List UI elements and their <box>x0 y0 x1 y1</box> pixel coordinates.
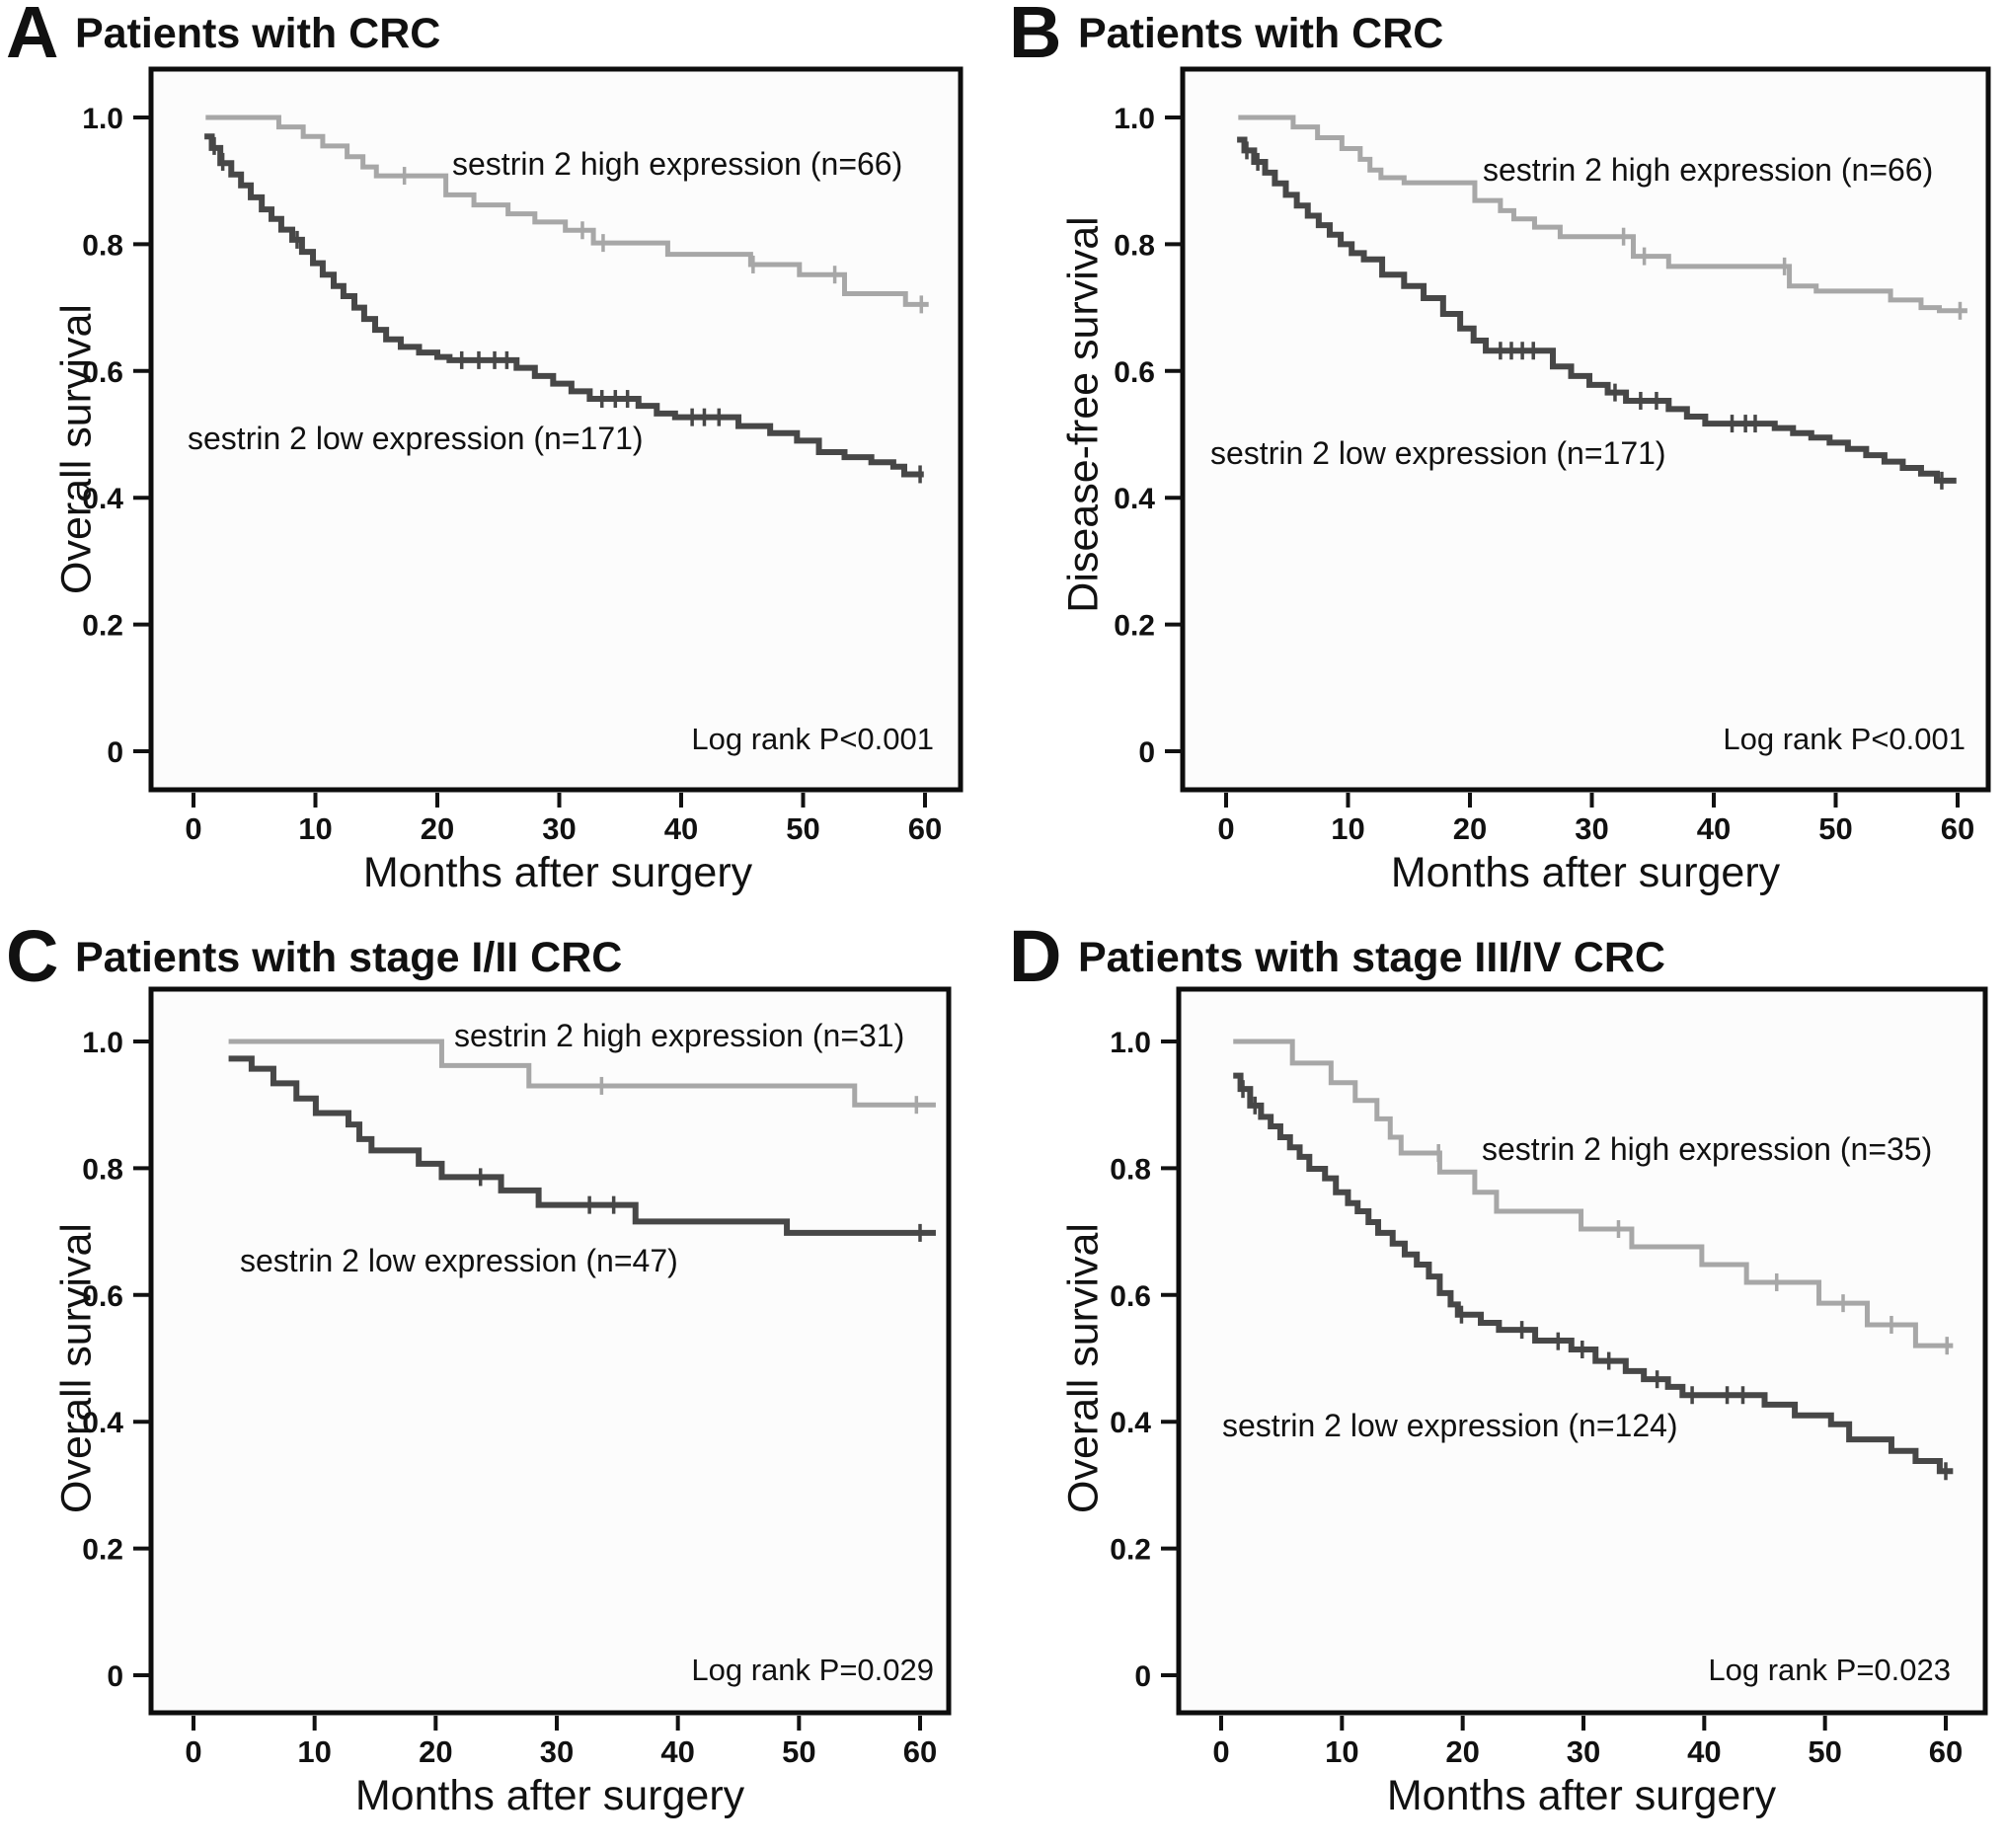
svg-text:50: 50 <box>782 1734 815 1769</box>
km-plot: 1.0 0.8 0.6 0.4 0.2 0 0 10 20 30 40 50 60 <box>82 986 952 1769</box>
svg-text:0.4: 0.4 <box>1114 483 1155 515</box>
svg-text:10: 10 <box>1325 1734 1358 1769</box>
svg-text:0: 0 <box>1134 1660 1151 1693</box>
svg-text:60: 60 <box>1941 811 1974 846</box>
svg-text:0.4: 0.4 <box>82 1407 123 1439</box>
log-rank-p-value: Log rank P<0.001 <box>691 722 934 756</box>
panel-title: Patients with CRC <box>1078 10 1444 57</box>
x-axis-label: Months after surgery <box>1386 1772 1777 1819</box>
svg-text:0.6: 0.6 <box>1110 1280 1151 1313</box>
panel-letter: A <box>6 0 60 73</box>
series-label-high: sestrin 2 high expression (n=66) <box>1483 152 1934 188</box>
series-label-high: sestrin 2 high expression (n=31) <box>454 1018 905 1053</box>
svg-text:30: 30 <box>540 1734 574 1769</box>
svg-text:20: 20 <box>1445 1734 1479 1769</box>
svg-text:0: 0 <box>1217 811 1234 846</box>
svg-text:0: 0 <box>107 736 123 769</box>
svg-text:1.0: 1.0 <box>82 103 123 135</box>
series-label-low: sestrin 2 low expression (n=171) <box>1210 435 1666 471</box>
svg-text:0: 0 <box>1138 736 1155 769</box>
svg-text:1.0: 1.0 <box>1110 1027 1151 1059</box>
series-label-low: sestrin 2 low expression (n=47) <box>240 1243 678 1278</box>
x-axis-label: Months after surgery <box>1390 849 1781 896</box>
svg-text:40: 40 <box>660 1734 694 1769</box>
series-label-low: sestrin 2 low expression (n=171) <box>188 421 644 456</box>
svg-text:40: 40 <box>1697 811 1731 846</box>
km-plot: 1.0 0.8 0.6 0.4 0.2 0 0 10 20 30 40 50 60 <box>1110 986 1988 1769</box>
x-axis-label: Months after surgery <box>362 849 753 896</box>
series-label-high: sestrin 2 high expression (n=66) <box>452 146 903 182</box>
svg-text:0: 0 <box>107 1660 123 1693</box>
svg-text:0.8: 0.8 <box>82 229 123 262</box>
svg-text:50: 50 <box>1818 811 1852 846</box>
svg-text:60: 60 <box>903 1734 937 1769</box>
svg-text:60: 60 <box>908 811 942 846</box>
svg-text:30: 30 <box>1575 811 1608 846</box>
svg-text:20: 20 <box>421 811 454 846</box>
panel-c: C Patients with stage I/II CRC Overall s… <box>0 915 1002 1848</box>
log-rank-p-value: Log rank P=0.023 <box>1708 1653 1951 1687</box>
svg-text:50: 50 <box>1808 1734 1841 1769</box>
series-label-low: sestrin 2 low expression (n=124) <box>1222 1408 1678 1443</box>
km-plot: 1.0 0.8 0.6 0.4 0.2 0 0 10 20 30 40 50 60 <box>82 66 964 846</box>
panel-d: D Patients with stage III/IV CRC Overall… <box>1003 915 2005 1848</box>
svg-text:0.4: 0.4 <box>82 483 123 515</box>
panel-a: A Patients with CRC Overall survival 1.0… <box>0 0 1002 924</box>
svg-text:0.2: 0.2 <box>82 1534 123 1567</box>
svg-text:0.2: 0.2 <box>1110 1534 1151 1567</box>
svg-text:0.2: 0.2 <box>1114 610 1155 643</box>
svg-text:60: 60 <box>1929 1734 1963 1769</box>
km-plot: 1.0 0.8 0.6 0.4 0.2 0 0 10 20 30 40 50 60 <box>1114 66 1991 846</box>
svg-text:0.4: 0.4 <box>1110 1407 1151 1439</box>
svg-text:0.8: 0.8 <box>1114 229 1155 262</box>
svg-text:0.8: 0.8 <box>82 1153 123 1186</box>
svg-text:1.0: 1.0 <box>1114 103 1155 135</box>
panel-letter: B <box>1009 0 1063 73</box>
svg-text:10: 10 <box>298 811 332 846</box>
svg-text:0: 0 <box>185 811 201 846</box>
svg-text:30: 30 <box>1567 1734 1600 1769</box>
svg-text:0.6: 0.6 <box>82 1280 123 1313</box>
svg-text:20: 20 <box>419 1734 452 1769</box>
svg-text:30: 30 <box>542 811 576 846</box>
svg-text:50: 50 <box>786 811 819 846</box>
svg-text:0.8: 0.8 <box>1110 1153 1151 1186</box>
svg-text:10: 10 <box>297 1734 331 1769</box>
svg-text:20: 20 <box>1453 811 1487 846</box>
panel-title: Patients with CRC <box>75 10 441 57</box>
panel-letter: D <box>1009 915 1063 997</box>
svg-text:0: 0 <box>1212 1734 1229 1769</box>
svg-text:40: 40 <box>664 811 698 846</box>
panel-b: B Patients with CRC Disease-free surviva… <box>1003 0 2005 924</box>
svg-text:0: 0 <box>185 1734 201 1769</box>
log-rank-p-value: Log rank P<0.001 <box>1723 722 1966 756</box>
series-label-high: sestrin 2 high expression (n=35) <box>1482 1131 1933 1167</box>
x-axis-label: Months after surgery <box>354 1772 745 1819</box>
svg-text:0.2: 0.2 <box>82 610 123 643</box>
log-rank-p-value: Log rank P=0.029 <box>691 1653 934 1687</box>
panel-letter: C <box>6 915 60 997</box>
svg-text:1.0: 1.0 <box>82 1027 123 1059</box>
svg-text:0.6: 0.6 <box>82 356 123 389</box>
svg-text:10: 10 <box>1331 811 1364 846</box>
svg-text:0.6: 0.6 <box>1114 356 1155 389</box>
panel-title: Patients with stage I/II CRC <box>75 934 623 981</box>
panel-title: Patients with stage III/IV CRC <box>1078 934 1665 981</box>
svg-text:40: 40 <box>1687 1734 1721 1769</box>
